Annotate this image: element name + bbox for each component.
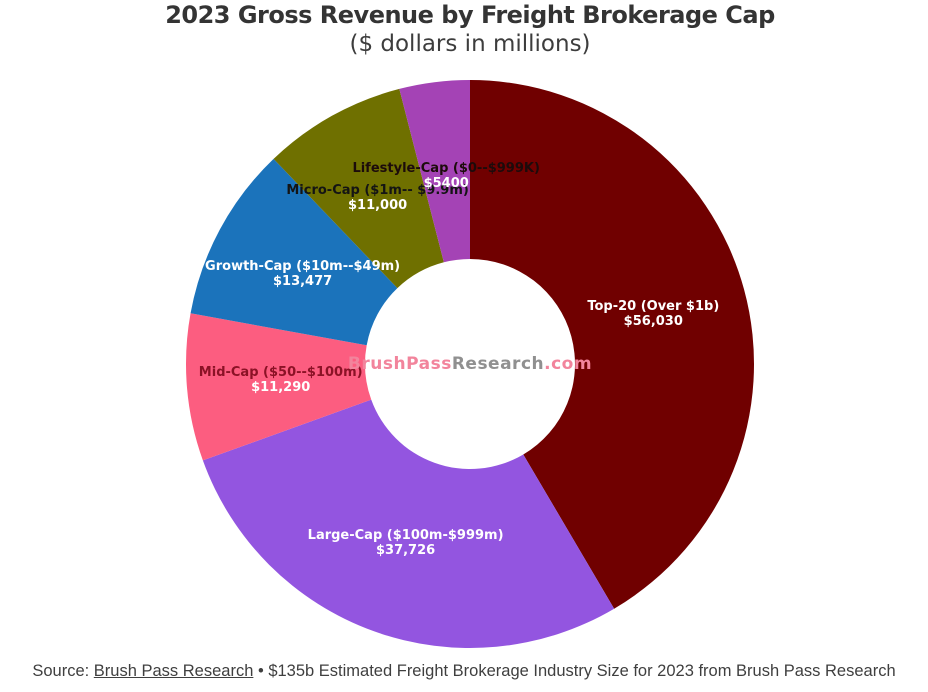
watermark-brand-first: BrushPass bbox=[347, 354, 452, 374]
pie-slice-5 bbox=[399, 80, 470, 263]
donut-svg bbox=[186, 80, 755, 649]
pie-slice-1 bbox=[202, 399, 615, 649]
watermark-brand-second: Research bbox=[451, 354, 545, 374]
source-line: Source: Brush Pass Research • $135b Esti… bbox=[0, 662, 928, 681]
chart-header: 2023 Gross Revenue by Freight Brokerage … bbox=[12, 0, 928, 59]
source-link[interactable]: Brush Pass Research bbox=[93, 662, 254, 680]
chart-title: 2023 Gross Revenue by Freight Brokerage … bbox=[165, 1, 775, 29]
pie-slice-3 bbox=[190, 158, 398, 346]
pie-slice-0 bbox=[470, 80, 755, 609]
watermark: BrushPassResearch.com bbox=[348, 354, 592, 374]
watermark-tld: .com bbox=[544, 354, 593, 374]
source-suffix: • $135b Estimated Freight Brokerage Indu… bbox=[253, 662, 896, 680]
donut-chart: Top-20 (Over $1b) $56,030 Large-Cap ($100m… bbox=[185, 79, 755, 649]
pie-slice-4 bbox=[273, 88, 444, 289]
pie-slice-2 bbox=[186, 313, 372, 461]
source-prefix: Source: bbox=[32, 662, 94, 680]
chart-subtitle: ($ dollars in millions) bbox=[349, 31, 591, 57]
